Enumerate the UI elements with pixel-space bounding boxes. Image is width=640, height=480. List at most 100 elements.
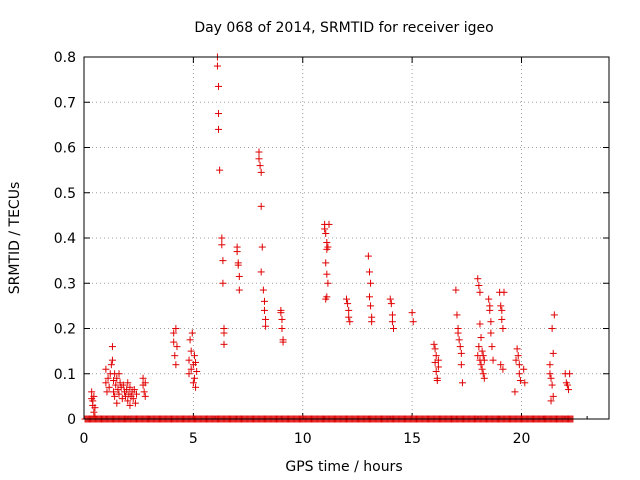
data-point (500, 288, 508, 296)
data-point (102, 365, 110, 373)
data-point (193, 367, 201, 375)
data-point (512, 356, 520, 364)
data-point (321, 225, 329, 233)
data-point (547, 397, 555, 405)
data-point (345, 313, 353, 321)
data-point (486, 306, 494, 314)
data-point (91, 404, 99, 412)
data-point (480, 356, 488, 364)
data-point (487, 329, 495, 337)
data-point (187, 347, 195, 355)
data-point (279, 338, 287, 346)
data-point (431, 345, 439, 353)
data-point (323, 270, 331, 278)
y-tick-label: 0.1 (54, 367, 76, 383)
data-point (478, 365, 486, 373)
data-point (476, 320, 484, 328)
data-point (364, 252, 372, 260)
tick-layer: 0 0.1 0.2 0.3 0.4 0.5 0.6 0.7 0.8 0 5 10 15 20 (54, 50, 609, 447)
data-point (104, 374, 112, 382)
grid-layer (84, 57, 609, 419)
data-point (368, 318, 376, 326)
data-point (367, 302, 375, 310)
data-point (479, 370, 487, 378)
data-point (126, 401, 134, 409)
data-point (255, 155, 263, 163)
data-point (387, 300, 395, 308)
data-point (260, 306, 268, 314)
data-point (220, 329, 228, 337)
y-tick-label: 0.2 (54, 322, 76, 338)
data-point (476, 288, 484, 296)
data-point (170, 329, 178, 337)
data-point (111, 392, 119, 400)
data-point (133, 390, 140, 398)
data-point (256, 162, 264, 170)
data-point (172, 325, 180, 332)
data-point (566, 370, 574, 378)
data-point (478, 347, 486, 355)
data-point (457, 349, 465, 357)
data-point (277, 309, 285, 317)
data-point (257, 202, 265, 210)
data-point (345, 306, 353, 314)
data-point (170, 338, 178, 346)
data-point (474, 275, 482, 283)
data-point (456, 343, 464, 351)
x-tick-label: 10 (294, 431, 312, 447)
data-point (190, 374, 198, 382)
data-point (563, 381, 571, 389)
data-point (499, 365, 507, 373)
data-point (367, 279, 375, 287)
data-point (388, 318, 396, 326)
data-point (452, 286, 460, 294)
data-point (513, 345, 521, 353)
data-point (346, 318, 354, 326)
data-point (521, 379, 529, 387)
data-point (386, 295, 394, 303)
data-point (365, 268, 373, 276)
data-point (322, 229, 330, 237)
data-point (90, 392, 98, 400)
data-point (343, 295, 350, 303)
data-point (475, 343, 483, 351)
data-point (218, 234, 226, 242)
x-tick-label: 0 (80, 431, 89, 447)
data-point (141, 379, 149, 387)
x-tick-label: 5 (189, 431, 198, 447)
x-axis-label: GPS time / hours (285, 459, 402, 475)
data-point (549, 392, 557, 400)
data-point (259, 286, 267, 294)
data-point (546, 361, 554, 369)
data-point (565, 386, 573, 394)
data-point (192, 358, 200, 366)
data-point (260, 297, 268, 305)
y-tick-label: 0.6 (54, 141, 76, 157)
y-tick-label: 0 (67, 412, 76, 428)
data-point (453, 311, 461, 319)
y-tick-label: 0.4 (54, 231, 76, 247)
data-point (126, 383, 134, 391)
chart-title: Day 068 of 2014, SRMTID for receiver ige… (194, 20, 493, 36)
data-point (185, 356, 193, 364)
data-point (511, 388, 519, 396)
data-point (477, 361, 485, 369)
data-point (129, 395, 137, 403)
data-point (497, 302, 505, 310)
data-point (112, 381, 120, 389)
data-point (514, 352, 522, 360)
data-point (257, 168, 265, 176)
data-point (171, 352, 179, 360)
data-point (219, 279, 227, 287)
data-point (324, 279, 332, 287)
data-point (487, 318, 495, 326)
data-point (323, 239, 331, 247)
data-point (190, 352, 198, 360)
data-point (108, 356, 116, 364)
data-point (233, 248, 241, 256)
data-point (234, 261, 242, 269)
data-point (220, 340, 228, 348)
data-point (124, 397, 132, 405)
data-point (409, 318, 417, 326)
